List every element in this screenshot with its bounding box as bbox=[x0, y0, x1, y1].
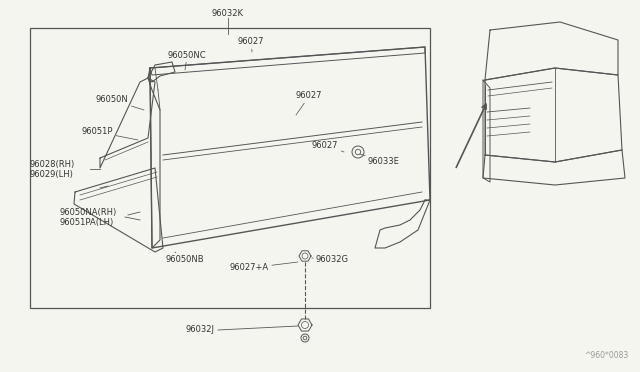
Text: 96027: 96027 bbox=[312, 141, 344, 152]
Text: ^960*0083: ^960*0083 bbox=[584, 351, 628, 360]
Text: 96027+A: 96027+A bbox=[230, 262, 298, 273]
Text: 96029(LH): 96029(LH) bbox=[30, 170, 74, 179]
Text: 96027: 96027 bbox=[238, 38, 264, 52]
Text: 96050NB: 96050NB bbox=[165, 252, 204, 264]
Text: 96033E: 96033E bbox=[360, 154, 400, 167]
Text: 96051P: 96051P bbox=[82, 128, 138, 140]
Bar bbox=[30, 28, 430, 308]
Text: 96051PA(LH): 96051PA(LH) bbox=[60, 218, 115, 227]
Text: 96032J: 96032J bbox=[186, 326, 215, 334]
Text: 96050N: 96050N bbox=[96, 96, 144, 110]
Text: 96050NA(RH): 96050NA(RH) bbox=[60, 208, 117, 217]
Text: 96050NC: 96050NC bbox=[168, 51, 207, 70]
Text: 96032G: 96032G bbox=[312, 256, 349, 264]
Text: 96027: 96027 bbox=[296, 92, 323, 115]
Text: 96028(RH): 96028(RH) bbox=[30, 160, 76, 169]
Text: 96032K: 96032K bbox=[212, 10, 244, 19]
